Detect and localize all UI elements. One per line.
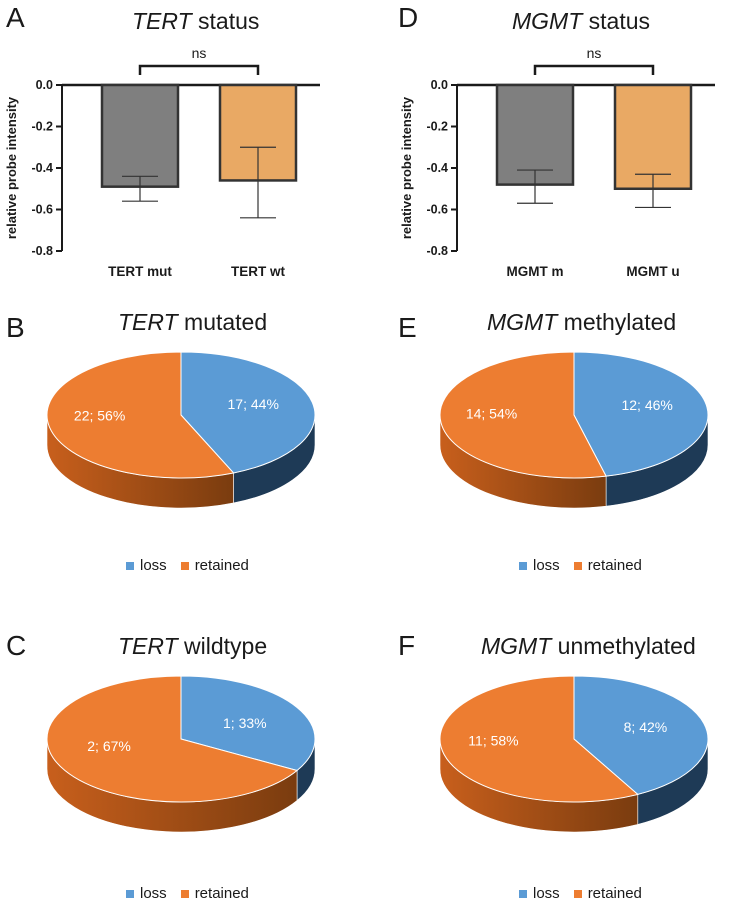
pie-data-label-retained: 22; 56% [74, 407, 125, 423]
y-tick-label: 0.0 [431, 78, 448, 92]
legend-swatch-retained [573, 889, 582, 898]
bar-chart-tert-status: relative probe intensity 0.0 -0.2 -0.4 -0.6 -… [4, 45, 320, 279]
chart-title-a: TERT status [132, 8, 259, 35]
pie-slice-loss [180, 351, 316, 474]
y-tick-label: -0.2 [31, 120, 53, 134]
y-tick-label: 0.0 [36, 78, 53, 92]
chart-title-b: TERT mutated [118, 309, 267, 336]
pie-data-label-loss: 12; 46% [621, 397, 672, 413]
y-axis-label: relative probe intensity [399, 96, 414, 239]
legend-e: loss retained [519, 557, 642, 574]
y-axis-label: relative probe intensity [4, 96, 19, 239]
legend-retained-label: retained [194, 885, 249, 902]
pie-chart-mgmt-methylated: 12; 46% 14; 54% [439, 351, 709, 509]
legend-retained-label: retained [194, 557, 249, 574]
legend-loss-label: loss [140, 885, 167, 902]
pie-data-label-loss: 8; 42% [624, 719, 668, 735]
pie-slice-retained [439, 351, 607, 479]
title-rest-d: status [588, 8, 651, 34]
x-tick-label: TERT wt [231, 264, 285, 279]
legend-swatch-loss [519, 889, 527, 898]
title-gene-d: MGMT [512, 8, 583, 34]
title-rest-e: methylated [563, 309, 677, 335]
legend-retained-label: retained [587, 557, 642, 574]
legend-c: loss retained [126, 885, 249, 902]
legend-swatch-loss [126, 889, 134, 898]
pie-slice-loss [573, 351, 709, 477]
legend-f: loss retained [519, 885, 642, 902]
title-rest-a: status [198, 8, 260, 34]
title-gene-b: TERT [118, 309, 178, 335]
legend-retained-label: retained [587, 885, 642, 902]
y-tick-label: -0.6 [426, 203, 448, 217]
chart-title-f: MGMT unmethylated [481, 633, 696, 660]
pie-data-label-loss: 17; 44% [228, 396, 279, 412]
title-rest-b: mutated [184, 309, 268, 335]
pie-slice-loss [180, 675, 316, 772]
title-gene-e: MGMT [487, 309, 558, 335]
significance-bracket [138, 64, 260, 75]
y-tick-label: -0.4 [31, 161, 53, 175]
x-tick-label: MGMT u [626, 264, 679, 279]
legend-swatch-loss [519, 561, 527, 570]
significance-label: ns [192, 45, 207, 61]
legend-b: loss retained [126, 557, 249, 574]
title-gene-f: MGMT [481, 633, 552, 659]
x-tick-label: TERT mut [108, 264, 172, 279]
chart-title-d: MGMT status [512, 8, 650, 35]
title-rest-c: wildtype [184, 633, 268, 659]
pie-chart-tert-wildtype: 1; 33% 2; 67% [46, 675, 316, 833]
title-gene-c: TERT [118, 633, 178, 659]
panel-label-a: A [6, 2, 25, 33]
legend-swatch-retained [180, 889, 189, 898]
bar-chart-mgmt-status: relative probe intensity 0.0 -0.2 -0.4 -0.6 -… [399, 45, 715, 279]
pie-data-label-retained: 11; 58% [468, 732, 518, 748]
significance-label: ns [587, 45, 602, 61]
pie-data-label-retained: 14; 54% [466, 406, 517, 422]
x-tick-label: MGMT m [507, 264, 564, 279]
pie-chart-mgmt-unmethylated: 8; 42% 11; 58% [439, 675, 709, 833]
y-tick-label: -0.8 [426, 244, 448, 258]
panel-label-e: E [398, 312, 417, 343]
title-gene-a: TERT [132, 8, 192, 34]
legend-loss-label: loss [533, 557, 560, 574]
significance-bracket [533, 64, 655, 75]
panel-label-f: F [398, 630, 416, 661]
title-rest-f: unmethylated [557, 633, 696, 659]
panel-label-b: B [6, 312, 25, 343]
bar-mgmt-u [613, 83, 693, 190]
pie-slice-loss [573, 675, 709, 795]
legend-loss-label: loss [140, 557, 167, 574]
panel-label-c: C [6, 630, 27, 661]
y-tick-label: -0.4 [426, 161, 448, 175]
pie-chart-tert-mutated: 17; 44% 22; 56% [46, 351, 316, 509]
bar-tert-mut [100, 83, 180, 188]
panel-label-d: D [398, 2, 419, 33]
pie-slice-retained [46, 351, 235, 479]
pie-data-label-retained: 2; 67% [87, 738, 131, 754]
bar-mgmt-m [495, 83, 575, 186]
y-tick-label: -0.6 [31, 203, 53, 217]
legend-swatch-retained [573, 561, 582, 570]
chart-title-c: TERT wildtype [118, 633, 267, 660]
legend-loss-label: loss [533, 885, 560, 902]
chart-title-e: MGMT methylated [487, 309, 676, 336]
y-tick-label: -0.2 [426, 120, 448, 134]
pie-slice-retained [439, 675, 639, 803]
legend-swatch-retained [180, 561, 189, 570]
pie-slice-retained [46, 675, 299, 803]
legend-swatch-loss [126, 561, 134, 570]
y-tick-label: -0.8 [31, 244, 53, 258]
pie-data-label-loss: 1; 33% [223, 715, 267, 731]
